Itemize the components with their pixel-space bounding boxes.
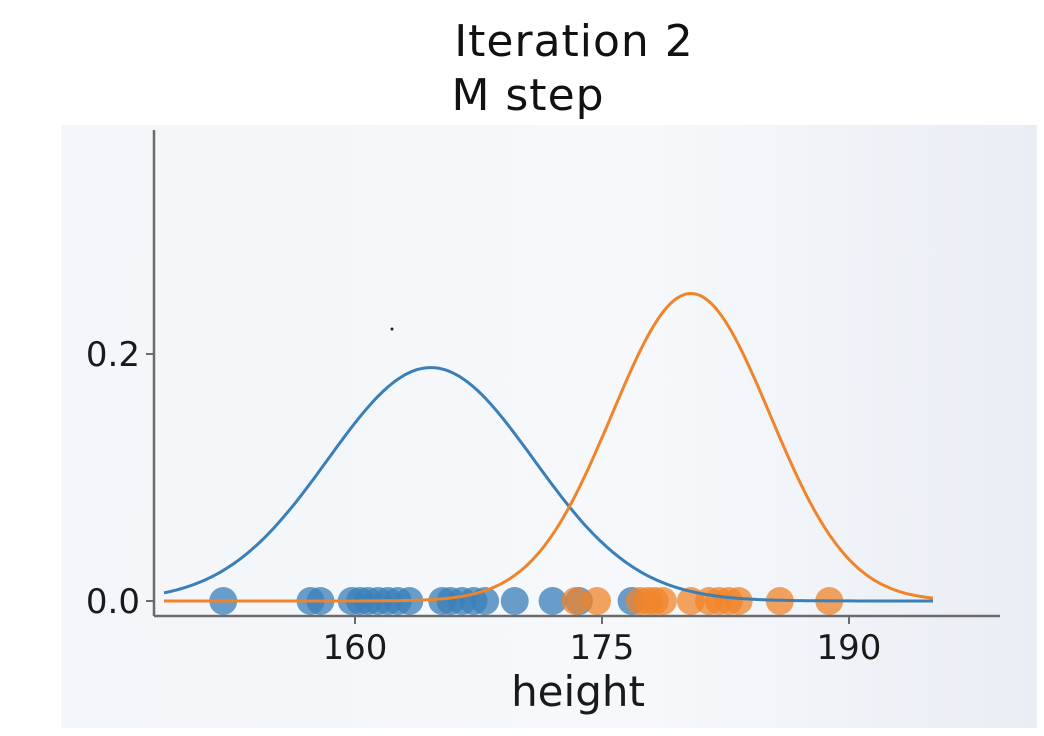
cluster-2-point xyxy=(583,587,612,615)
x-tick-label: 190 xyxy=(817,628,882,668)
y-tick-label: 0.0 xyxy=(86,582,140,622)
component-1-curve xyxy=(163,366,933,603)
cluster-1-point xyxy=(500,587,529,615)
y-tick-label: 0.2 xyxy=(86,335,140,375)
density-curves xyxy=(163,291,934,603)
cluster-2-point xyxy=(648,587,677,615)
axes xyxy=(152,130,1000,618)
plot-panel xyxy=(61,125,1037,728)
cluster-1-point xyxy=(538,587,567,615)
stray-dot xyxy=(390,327,394,331)
x-axis-label: height xyxy=(511,667,645,716)
x-tick-label: 160 xyxy=(323,628,388,668)
cluster-2-point xyxy=(561,587,590,615)
ticks: 160 175 190 0.0 0.2 xyxy=(86,335,882,668)
cluster-2-point xyxy=(724,587,753,615)
chart-title-iteration: Iteration 2 xyxy=(454,16,694,67)
chart-subtitle-step: M step xyxy=(451,70,605,121)
x-tick-label: 175 xyxy=(570,628,635,668)
component-2-curve xyxy=(164,291,934,603)
